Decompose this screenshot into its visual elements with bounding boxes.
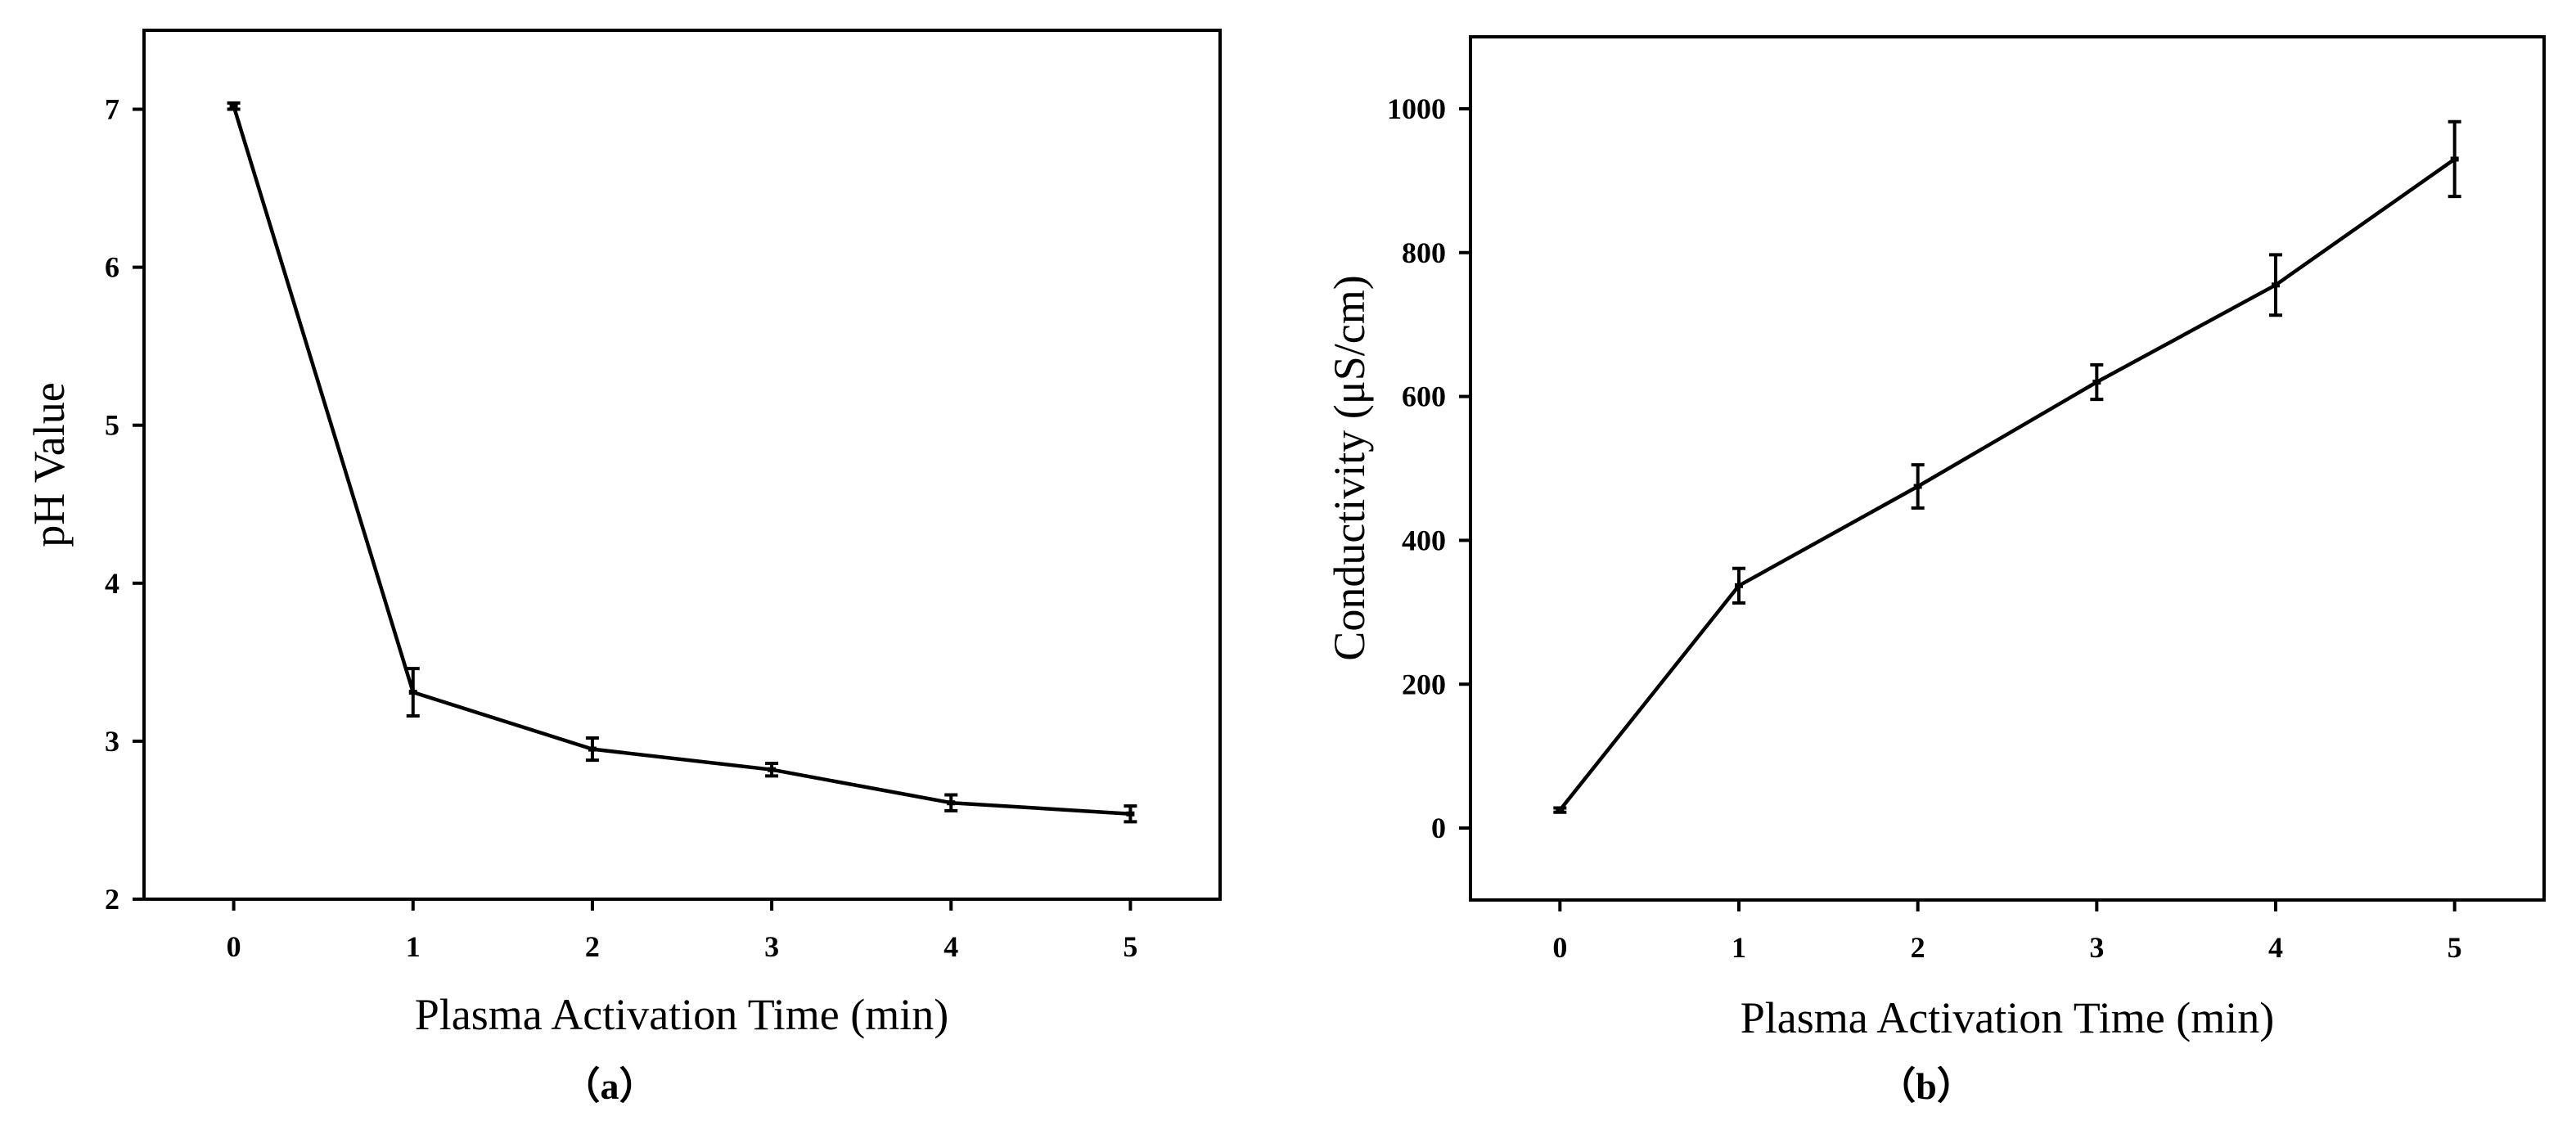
panel-b-x-tick-label: 2 (1911, 931, 1925, 964)
panel-a-plot-frame (142, 29, 1222, 901)
panel-b-y-axis-title: Conductivity (μS/cm) (1325, 275, 1374, 660)
panel-a-caption: （a） (563, 1065, 657, 1107)
panel-b-data-point (2450, 156, 2459, 162)
panel-b-error-bars (1553, 119, 2461, 814)
panel-a-data-point (768, 767, 777, 772)
panel-a-y-tick-label: 6 (105, 251, 119, 284)
panel-b-series (1556, 156, 2459, 813)
panel-a-x-tick-label: 2 (585, 930, 600, 963)
panel-a-error-bars (227, 101, 1137, 824)
panel-b-data-point (1735, 583, 1743, 588)
panel-a-ph-chart: 0 1 2 3 4 5 2 3 4 5 6 7 Plasma Activation Time (mi… (25, 29, 1222, 1107)
panel-b-data-point (2272, 282, 2280, 288)
panel-a-x-tick-label: 0 (227, 930, 241, 963)
panel-a-y-tick-label: 4 (105, 567, 119, 600)
panel-a-data-point (588, 746, 597, 752)
panel-a-x-tick-label: 4 (943, 930, 958, 963)
panel-b-caption: （b） (1878, 1065, 1975, 1107)
panel-b-y-tick-label: 800 (1402, 236, 1446, 269)
panel-b-y-tick-label: 400 (1402, 524, 1446, 556)
panel-a-y-tick-label: 2 (105, 883, 119, 916)
panel-a-series-line (232, 106, 1131, 816)
panel-a-x-tick-labels: 0 1 2 3 4 5 (227, 930, 1138, 963)
panel-b-x-tick-label: 0 (1552, 931, 1567, 964)
panel-a-ticks (133, 107, 1133, 911)
panel-b-series-line (1558, 157, 2456, 812)
panel-b-plot-frame (1469, 35, 2546, 902)
panel-b-y-tick-label: 600 (1402, 380, 1446, 413)
panel-b-y-tick-label: 0 (1431, 812, 1446, 844)
panel-b-x-tick-label: 5 (2448, 931, 2462, 964)
panel-b-x-tick-label: 3 (2089, 931, 2104, 964)
panel-a-y-tick-labels: 2 3 4 5 6 7 (105, 93, 119, 916)
panel-b-x-tick-labels: 0 1 2 3 4 5 (1552, 931, 2461, 964)
panel-b-x-tick-label: 4 (2268, 931, 2283, 964)
panel-b-conductivity-chart: 0 1 2 3 4 5 0 200 400 600 800 1000 Plasma Activati… (1325, 35, 2546, 1107)
panel-b-data-point (1556, 808, 1565, 813)
panel-a-data-point (1126, 811, 1135, 817)
panel-a-x-axis-title: Plasma Activation Time (min) (415, 990, 949, 1039)
panel-a-x-tick-label: 3 (764, 930, 779, 963)
panel-a-data-point (229, 103, 238, 109)
panel-a-data-point (947, 800, 956, 806)
panel-b-x-axis-title: Plasma Activation Time (min) (1741, 993, 2275, 1042)
panel-a-x-tick-label: 1 (406, 930, 421, 963)
panel-a-data-point (408, 690, 417, 695)
panel-b-ticks (1459, 106, 2457, 911)
panel-b-y-tick-label: 200 (1402, 668, 1446, 700)
panel-b-data-point (1913, 484, 1922, 489)
panel-a-series (229, 103, 1135, 817)
panel-a-y-tick-label: 3 (105, 725, 119, 758)
panel-b-x-tick-label: 1 (1732, 931, 1746, 964)
panel-b-data-point (2092, 380, 2101, 385)
panel-a-x-tick-label: 5 (1123, 930, 1137, 963)
panel-a-y-tick-label: 7 (105, 93, 119, 126)
panel-a-y-axis-title: pH Value (25, 382, 74, 547)
panel-b-y-tick-labels: 0 200 400 600 800 1000 (1387, 92, 1446, 844)
panel-b-y-tick-label: 1000 (1387, 92, 1446, 125)
panel-a-y-tick-label: 5 (105, 409, 119, 442)
